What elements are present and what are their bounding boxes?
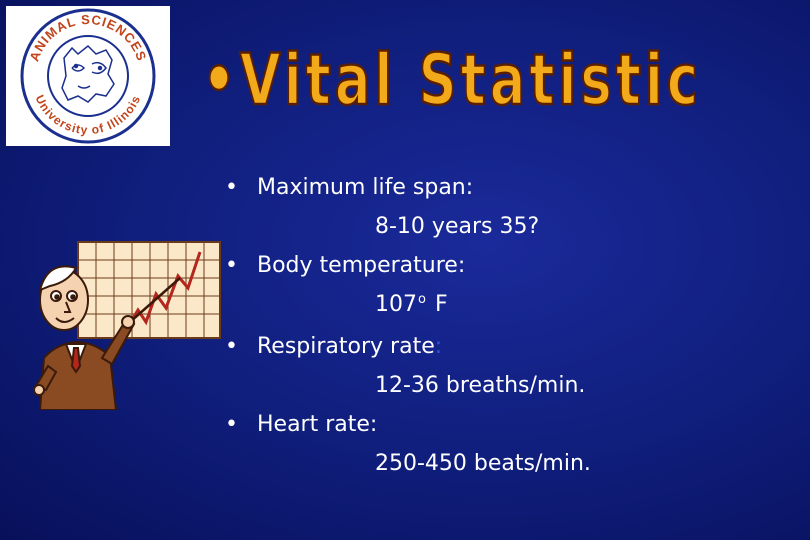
bullet-body-temperature: • Body temperature: xyxy=(225,246,785,285)
degree-symbol: o xyxy=(418,292,426,307)
bullet-respiratory-rate: • Respiratory rate: xyxy=(225,327,785,366)
bullet-icon: • xyxy=(225,334,238,359)
presenter-with-chart-illustration xyxy=(30,238,230,411)
bullet-value: 107o F xyxy=(225,285,785,327)
slide-title-text: •Vital Statistic xyxy=(202,39,702,121)
bullet-label: Respiratory rate xyxy=(257,334,435,359)
presenter-man-icon xyxy=(33,265,181,411)
bullet-heart-rate: • Heart rate: xyxy=(225,405,785,444)
animal-heads-icon xyxy=(61,44,115,103)
vital-statistics-list: • Maximum life span: 8-10 years 35? • Bo… xyxy=(225,168,785,483)
slide-title: •Vital Statistic xyxy=(198,22,718,123)
bullet-max-life-span: • Maximum life span: xyxy=(225,168,785,207)
temperature-unit: F xyxy=(427,292,448,317)
bullet-label-colon: : xyxy=(434,334,443,359)
bullet-value: 12-36 breaths/min. xyxy=(375,373,586,398)
rising-trend-line xyxy=(124,251,202,331)
chart-board-icon xyxy=(77,241,221,339)
bullet-value: 250-450 beats/min. xyxy=(375,451,591,476)
bullet-value: 8-10 years 35? xyxy=(375,214,540,239)
bullet-icon: • xyxy=(225,253,238,278)
bullet-label: Maximum life span: xyxy=(257,175,474,200)
bullet-icon: • xyxy=(225,412,238,437)
animal-sciences-logo: ANIMAL SCIENCES University of Illinois xyxy=(6,6,170,146)
temperature-number: 107 xyxy=(375,292,417,317)
bullet-label: Heart rate: xyxy=(257,412,378,437)
bullet-icon: • xyxy=(225,175,238,200)
bullet-label: Body temperature: xyxy=(257,253,466,278)
